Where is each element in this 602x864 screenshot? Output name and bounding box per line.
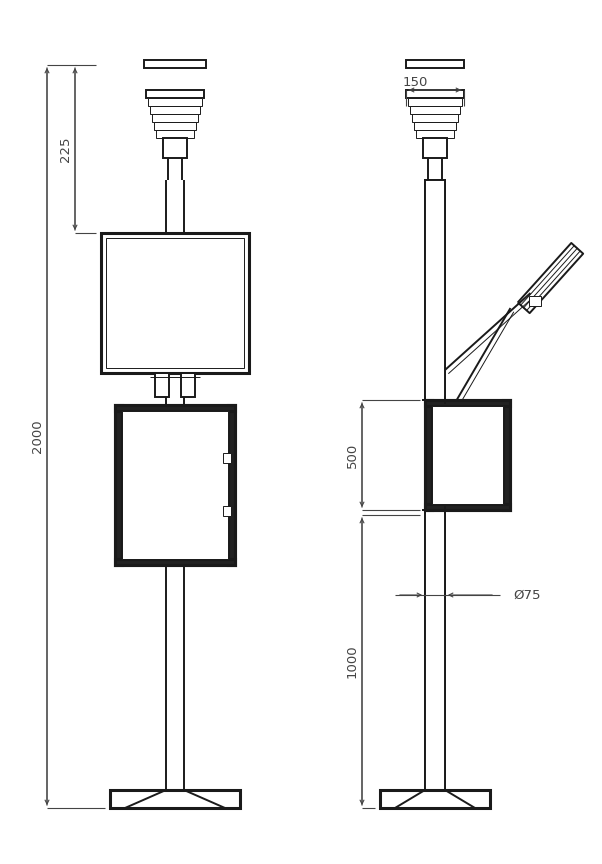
Bar <box>380 790 490 808</box>
Bar <box>223 453 231 463</box>
Bar <box>115 405 235 411</box>
Bar <box>416 130 454 138</box>
Bar <box>154 122 196 130</box>
Bar <box>144 60 206 68</box>
Bar <box>181 373 195 397</box>
Text: 1000: 1000 <box>346 645 359 678</box>
Bar <box>146 90 204 98</box>
Bar <box>163 138 187 158</box>
Bar <box>406 60 464 68</box>
Bar <box>425 400 510 510</box>
Bar <box>223 506 231 516</box>
Bar <box>425 400 510 406</box>
Bar <box>432 406 503 504</box>
Bar <box>503 400 510 510</box>
Bar <box>425 180 445 790</box>
Bar <box>530 296 541 306</box>
Bar <box>156 130 194 138</box>
Bar <box>115 559 235 565</box>
Bar <box>115 405 122 565</box>
Bar <box>410 106 460 114</box>
Bar <box>150 106 200 114</box>
Bar <box>148 98 202 106</box>
Bar <box>115 405 235 565</box>
Bar <box>106 238 244 368</box>
Bar <box>412 114 458 122</box>
Text: 2000: 2000 <box>31 419 43 453</box>
Bar <box>122 411 228 559</box>
Text: 225: 225 <box>58 137 72 162</box>
Bar <box>406 90 464 98</box>
Bar <box>425 504 510 510</box>
Bar <box>101 233 249 373</box>
Text: Ø75: Ø75 <box>513 588 541 601</box>
Bar <box>425 180 445 790</box>
Bar <box>155 373 169 397</box>
Text: 150: 150 <box>402 75 427 88</box>
Bar <box>228 405 235 565</box>
Bar <box>110 790 240 808</box>
Bar <box>152 114 198 122</box>
Text: 500: 500 <box>346 442 359 467</box>
Bar <box>414 122 456 130</box>
Bar <box>425 400 432 510</box>
Bar <box>423 138 447 158</box>
Bar <box>408 98 462 106</box>
